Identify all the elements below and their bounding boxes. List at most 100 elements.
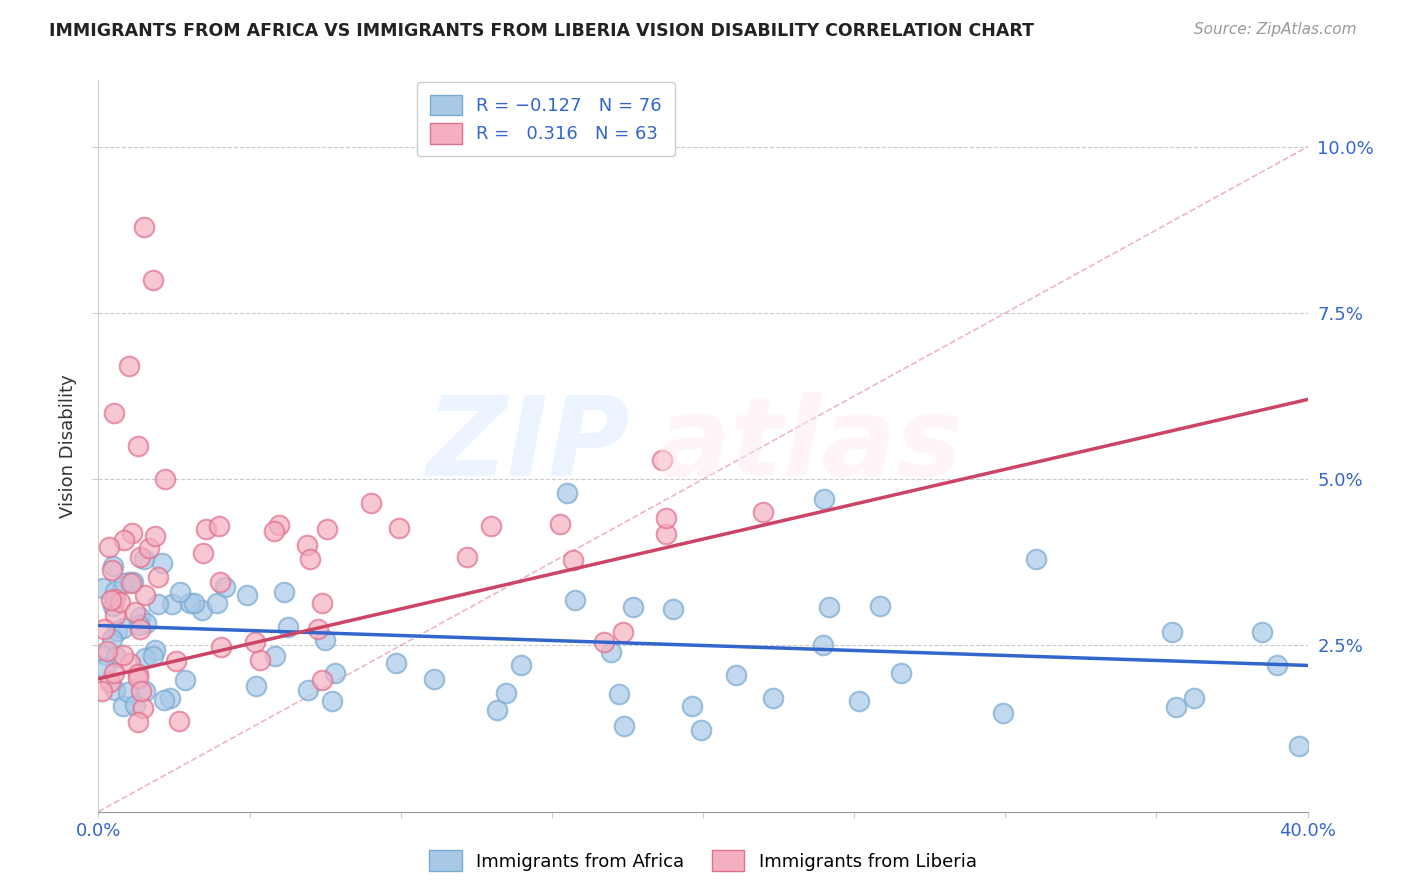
Point xyxy=(481,518,503,533)
Point xyxy=(104,682,127,697)
Point xyxy=(98,540,121,554)
Point xyxy=(121,574,143,589)
Point xyxy=(277,620,299,634)
Point xyxy=(607,687,630,701)
Text: IMMIGRANTS FROM AFRICA VS IMMIGRANTS FROM LIBERIA VISION DISABILITY CORRELATION : IMMIGRANTS FROM AFRICA VS IMMIGRANTS FRO… xyxy=(49,22,1035,40)
Point xyxy=(311,596,333,610)
Point xyxy=(655,511,678,525)
Legend: Immigrants from Africa, Immigrants from Liberia: Immigrants from Africa, Immigrants from … xyxy=(422,843,984,879)
Point xyxy=(311,673,333,688)
Point xyxy=(179,596,201,610)
Point xyxy=(165,654,187,668)
Point xyxy=(129,550,152,565)
Point xyxy=(111,648,134,662)
Point xyxy=(132,701,155,715)
Point xyxy=(169,584,191,599)
Point xyxy=(94,661,117,675)
Point xyxy=(869,599,891,614)
Point xyxy=(690,723,713,737)
Point xyxy=(1164,699,1187,714)
Point xyxy=(209,640,232,655)
Y-axis label: Vision Disability: Vision Disability xyxy=(59,374,77,518)
Point xyxy=(134,651,156,665)
Point xyxy=(134,552,156,566)
Point xyxy=(150,556,173,570)
Point xyxy=(592,635,614,649)
Point xyxy=(209,575,232,590)
Point xyxy=(148,597,170,611)
Point xyxy=(101,563,124,577)
Point xyxy=(321,694,343,708)
Point xyxy=(134,588,156,602)
Point xyxy=(273,584,295,599)
Point xyxy=(562,553,585,567)
Point xyxy=(1251,625,1274,640)
Point xyxy=(93,622,115,636)
Point xyxy=(118,359,141,374)
Point xyxy=(564,593,586,607)
Point xyxy=(214,580,236,594)
Point xyxy=(205,596,228,610)
Point xyxy=(128,609,150,624)
Point xyxy=(725,667,748,681)
Point xyxy=(183,597,205,611)
Point xyxy=(129,684,152,698)
Point xyxy=(385,656,408,670)
Point xyxy=(169,714,191,728)
Point xyxy=(263,524,285,538)
Point xyxy=(134,683,156,698)
Point xyxy=(160,597,183,611)
Point xyxy=(510,657,533,672)
Point xyxy=(121,526,143,541)
Point xyxy=(267,518,290,533)
Point xyxy=(191,546,214,560)
Point xyxy=(315,522,337,536)
Point xyxy=(307,622,329,636)
Point xyxy=(142,273,165,287)
Point xyxy=(848,694,870,708)
Point xyxy=(108,595,131,609)
Point xyxy=(91,582,114,596)
Point xyxy=(173,673,195,687)
Point xyxy=(104,592,127,607)
Point xyxy=(818,600,841,615)
Point xyxy=(146,570,169,584)
Point xyxy=(105,624,128,639)
Point xyxy=(111,621,134,635)
Point xyxy=(124,698,146,712)
Point xyxy=(104,608,127,623)
Point xyxy=(1267,658,1289,673)
Point xyxy=(138,541,160,556)
Point xyxy=(295,538,318,552)
Point xyxy=(128,715,150,730)
Point xyxy=(143,643,166,657)
Point xyxy=(360,495,382,509)
Point xyxy=(297,682,319,697)
Point xyxy=(762,691,785,706)
Point xyxy=(811,638,834,652)
Point xyxy=(103,406,125,420)
Point xyxy=(127,439,149,453)
Point xyxy=(813,492,835,507)
Point xyxy=(118,656,141,670)
Point xyxy=(236,588,259,602)
Point xyxy=(1160,625,1182,640)
Point xyxy=(249,653,271,667)
Point xyxy=(456,550,478,565)
Text: atlas: atlas xyxy=(655,392,962,500)
Point xyxy=(1288,739,1310,754)
Point xyxy=(245,679,267,693)
Point xyxy=(111,698,134,713)
Point xyxy=(101,559,124,574)
Point xyxy=(1024,552,1046,566)
Point xyxy=(599,645,621,659)
Point xyxy=(548,517,571,532)
Point xyxy=(100,632,122,646)
Point xyxy=(127,667,149,681)
Legend: R = −0.127   N = 76, R =   0.316   N = 63: R = −0.127 N = 76, R = 0.316 N = 63 xyxy=(418,82,675,156)
Point xyxy=(243,635,266,649)
Point xyxy=(654,527,676,541)
Text: Source: ZipAtlas.com: Source: ZipAtlas.com xyxy=(1194,22,1357,37)
Point xyxy=(100,593,122,607)
Point xyxy=(495,685,517,699)
